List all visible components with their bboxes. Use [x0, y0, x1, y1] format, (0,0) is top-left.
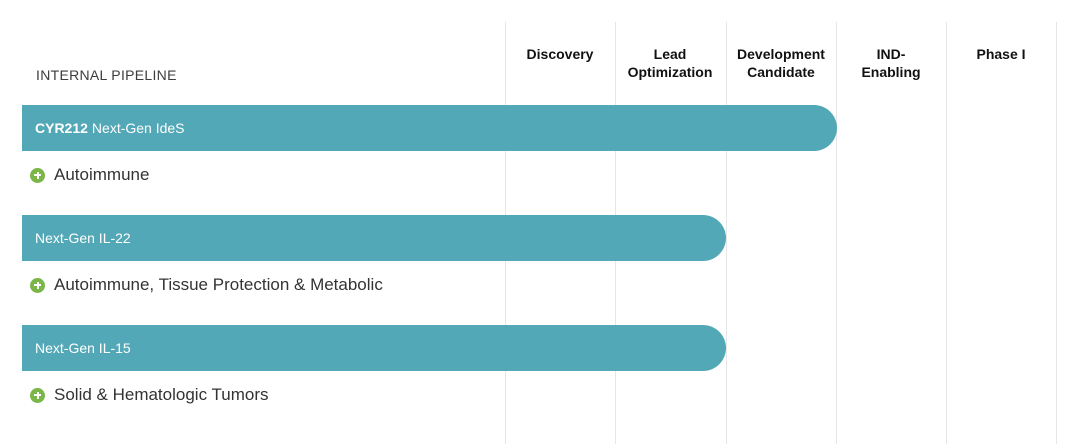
program-name: Next-Gen IdeS [91, 120, 185, 136]
indication-label: Solid & Hematologic Tumors [54, 385, 269, 404]
phase-header-ind-enabling: IND- Enabling [861, 46, 921, 80]
program-bar[interactable]: CYR212 Next-Gen IdeS [22, 105, 837, 151]
program-code: CYR212 [35, 120, 88, 136]
indication-label: Autoimmune, Tissue Protection & Metaboli… [54, 275, 383, 294]
indication-label: Autoimmune [54, 165, 150, 184]
indication-row[interactable]: Autoimmune, Tissue Protection & Metaboli… [30, 273, 383, 297]
phase-header-development-candidate: Development Candidate [737, 46, 825, 80]
phase-header-phase-1: Phase I [976, 46, 1026, 62]
plus-circle-icon[interactable] [30, 277, 45, 293]
program-name: Next-Gen IL-15 [35, 340, 131, 356]
indication-row[interactable]: Autoimmune [30, 163, 149, 187]
section-label: INTERNAL PIPELINE [36, 67, 177, 83]
column-divider [946, 22, 947, 444]
indication-row[interactable]: Solid & Hematologic Tumors [30, 383, 268, 407]
column-divider [726, 22, 727, 444]
phase-header-lead-optimization: Lead Optimization [627, 46, 713, 80]
program-bar[interactable]: Next-Gen IL-22 [22, 215, 726, 261]
phase-header-discovery: Discovery [526, 46, 594, 62]
plus-circle-icon[interactable] [30, 387, 45, 403]
column-divider [1056, 22, 1057, 444]
plus-circle-icon[interactable] [30, 167, 45, 183]
column-divider [836, 22, 837, 444]
program-name: Next-Gen IL-22 [35, 230, 131, 246]
program-bar[interactable]: Next-Gen IL-15 [22, 325, 726, 371]
